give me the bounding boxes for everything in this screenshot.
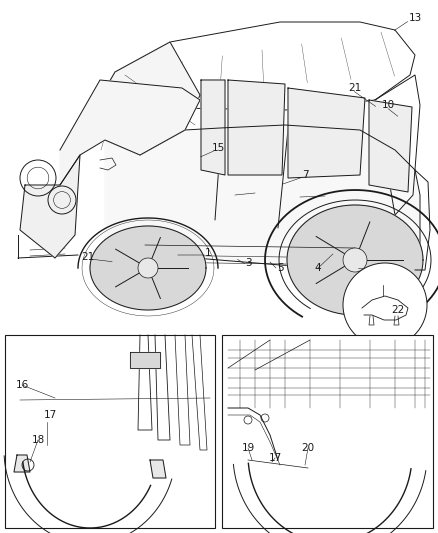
- Polygon shape: [105, 125, 420, 270]
- Polygon shape: [201, 80, 225, 175]
- Text: 13: 13: [408, 13, 422, 23]
- Polygon shape: [14, 455, 30, 472]
- Text: 21: 21: [348, 83, 362, 93]
- Polygon shape: [20, 155, 80, 258]
- Polygon shape: [228, 80, 285, 175]
- Circle shape: [343, 263, 427, 347]
- Text: 19: 19: [241, 443, 254, 453]
- Polygon shape: [90, 226, 206, 310]
- Polygon shape: [287, 205, 423, 315]
- Text: 16: 16: [15, 380, 28, 390]
- Text: 17: 17: [268, 453, 282, 463]
- Text: 21: 21: [81, 252, 95, 262]
- Polygon shape: [369, 100, 412, 192]
- Text: 3: 3: [245, 258, 251, 268]
- Bar: [5, 335, 215, 528]
- Polygon shape: [60, 80, 200, 185]
- Bar: [222, 335, 433, 528]
- Text: 5: 5: [277, 263, 283, 273]
- Circle shape: [343, 248, 367, 272]
- Text: 17: 17: [43, 410, 57, 420]
- Text: 22: 22: [392, 305, 405, 315]
- Polygon shape: [150, 460, 166, 478]
- Text: 18: 18: [32, 435, 45, 445]
- Text: 10: 10: [381, 100, 395, 110]
- Text: 7: 7: [302, 170, 308, 180]
- Text: 15: 15: [212, 143, 225, 153]
- Polygon shape: [130, 352, 160, 368]
- Text: 4: 4: [314, 263, 321, 273]
- Text: 20: 20: [301, 443, 314, 453]
- Polygon shape: [100, 42, 200, 155]
- Polygon shape: [288, 88, 365, 178]
- Circle shape: [138, 258, 158, 278]
- Text: 1: 1: [205, 248, 211, 258]
